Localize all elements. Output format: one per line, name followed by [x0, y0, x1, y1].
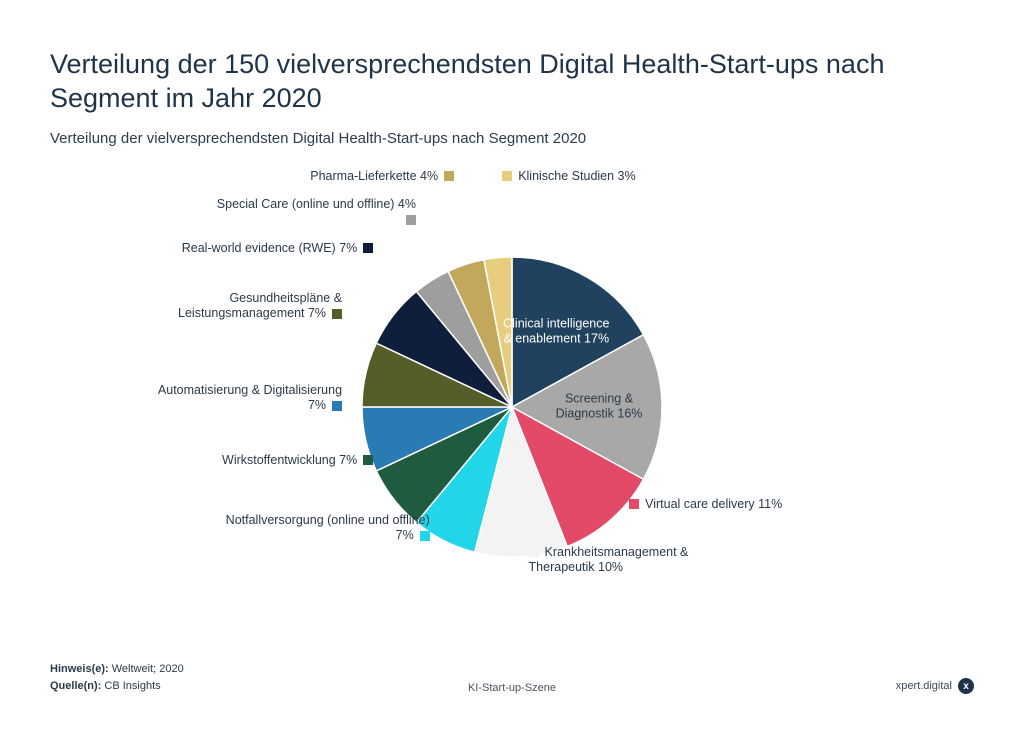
page-subtitle: Verteilung der vielversprechendsten Digi…	[50, 130, 974, 147]
page-title: Verteilung der 150 vielversprechendsten …	[50, 48, 974, 116]
slice-label: Klinische Studien 3%	[502, 169, 635, 185]
slice-label: Real-world evidence (RWE) 7%	[182, 241, 374, 257]
slice-label-inside: Screening &Diagnostik 16%	[556, 391, 643, 422]
slice-label-inside: Clinical intelligence& enablement 17%	[503, 316, 609, 347]
slice-label: Notfallversorgung (online und offline) 7…	[210, 513, 430, 544]
slice-label: Wirkstoffentwicklung 7%	[222, 453, 373, 469]
footer: Hinweis(e): Weltweit; 2020 Quelle(n): CB…	[50, 661, 974, 694]
slice-label: Krankheitsmanagement & Therapeutik 10%	[529, 545, 749, 576]
brand-logo-icon: x	[958, 678, 974, 694]
note-label: Hinweis(e):	[50, 663, 109, 675]
footer-caption: KI-Start-up-Szene	[50, 682, 974, 694]
slice-label: Virtual care delivery 11%	[629, 497, 782, 513]
slice-label: Pharma-Lieferkette 4%	[310, 169, 454, 185]
note-value: Weltweit; 2020	[112, 663, 184, 675]
brand-text: xpert.digital	[896, 680, 952, 692]
page: Verteilung der 150 vielversprechendsten …	[0, 0, 1024, 730]
brand: xpert.digital x	[896, 678, 974, 694]
slice-label: Automatisierung & Digitalisierung 7%	[142, 383, 342, 414]
slice-label: Special Care (online und offline) 4%	[216, 197, 416, 228]
slice-label: Gesundheitspläne & Leistungsmanagement 7…	[142, 291, 342, 322]
pie-chart: Clinical intelligence& enablement 17% Scr…	[52, 157, 972, 617]
